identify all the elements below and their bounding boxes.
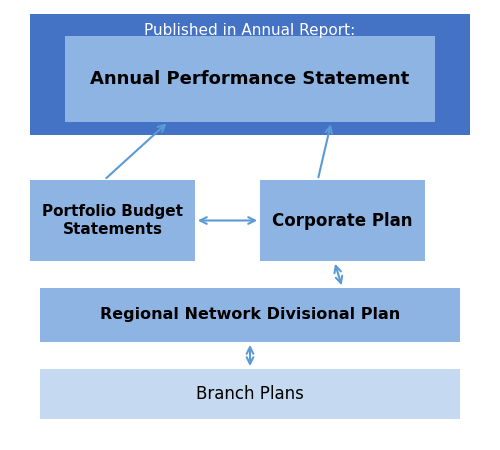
FancyBboxPatch shape bbox=[40, 369, 460, 419]
FancyBboxPatch shape bbox=[260, 180, 425, 261]
FancyBboxPatch shape bbox=[65, 36, 435, 122]
Text: Regional Network Divisional Plan: Regional Network Divisional Plan bbox=[100, 307, 400, 323]
FancyBboxPatch shape bbox=[30, 180, 195, 261]
FancyBboxPatch shape bbox=[40, 288, 460, 342]
FancyBboxPatch shape bbox=[30, 14, 470, 135]
Text: Branch Plans: Branch Plans bbox=[196, 385, 304, 403]
Text: Published in Annual Report:: Published in Annual Report: bbox=[144, 23, 356, 38]
Text: Corporate Plan: Corporate Plan bbox=[272, 212, 413, 230]
Text: Portfolio Budget
Statements: Portfolio Budget Statements bbox=[42, 204, 183, 237]
Text: Annual Performance Statement: Annual Performance Statement bbox=[90, 70, 409, 88]
